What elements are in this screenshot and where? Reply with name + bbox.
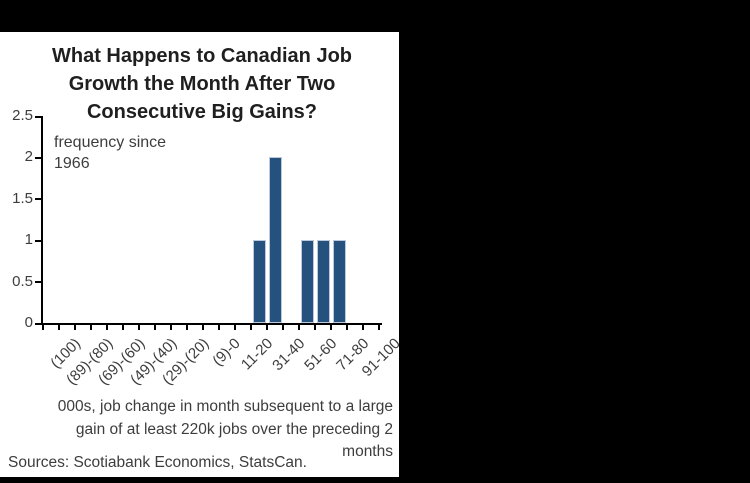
x-axis-tick [122,325,124,330]
x-axis-tick [362,325,364,330]
x-axis-tick [58,325,60,330]
x-axis-tick [90,325,92,330]
y-axis-tick [35,281,41,284]
x-axis-tick [314,325,316,330]
x-axis-tick [170,325,172,330]
x-axis-tick [218,325,220,330]
chart-sources: Sources: Scotiabank Economics, StatsCan. [8,454,307,471]
y-axis-tick-label: 2.5 [12,107,33,124]
x-axis-tick [330,325,332,330]
x-axis-tick [250,325,252,330]
chart-footnote: 000s, job change in month subsequent to … [57,398,393,460]
x-axis-tick [138,325,140,330]
x-axis-tick [42,325,44,330]
y-axis-tick-label: 1 [24,231,33,249]
x-axis-tick-label: 51-60 [300,335,341,375]
y-axis-tick [35,156,41,159]
x-axis-tick [282,325,284,330]
x-axis-tick [234,325,236,330]
y-axis-tick [35,115,41,118]
x-axis-tick [106,325,108,330]
x-axis-tick [266,325,268,330]
y-axis-tick [35,239,41,242]
y-axis-tick-label: 2 [24,148,33,166]
chart-title: What Happens to Canadian Job Growth the … [51,45,353,123]
x-axis-tick-label: (9)-0 [209,335,245,370]
bar [332,240,346,323]
y-axis-tick-label: 1.5 [12,189,33,207]
x-axis-tick-label: 11-20 [237,335,277,374]
bar [252,240,266,323]
x-axis-tick-label: 31-40 [268,335,309,375]
chart-panel: What Happens to Canadian Job Growth the … [0,32,404,477]
x-axis-tick [378,325,380,330]
x-axis-tick [74,325,76,330]
x-axis-tick [298,325,300,330]
bar [316,240,330,323]
y-axis-tick [35,198,41,201]
y-axis-line [41,116,43,325]
y-axis-tick [35,322,41,325]
y-axis-tick-label: 0.5 [12,272,33,290]
x-axis-tick [154,325,156,330]
x-axis-line [41,323,382,325]
chart-annotation: frequency since 1966 [54,134,167,172]
x-axis-tick [346,325,348,330]
bar [268,157,282,323]
x-axis-tick [186,325,188,330]
y-axis-tick-label: 0 [24,314,33,331]
x-axis-tick [202,325,204,330]
bar [300,240,314,323]
